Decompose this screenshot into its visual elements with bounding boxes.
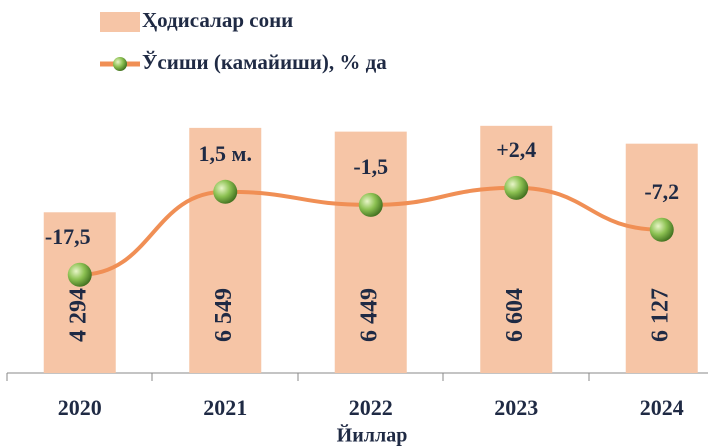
bar-value-label: 4 294 (65, 288, 91, 342)
line-marker (504, 176, 528, 200)
x-tick-label: 2024 (640, 395, 684, 420)
x-tick-label: 2023 (494, 395, 538, 420)
line-value-label: -1,5 (353, 154, 388, 179)
bar-value-label: 6 127 (647, 288, 673, 342)
line-value-label: -7,2 (644, 179, 679, 204)
legend-marker (113, 57, 127, 71)
x-axis-title: Йиллар (337, 424, 408, 447)
legend-swatch (100, 12, 140, 32)
x-tick-label: 2020 (58, 395, 102, 420)
line-value-label: 1,5 м. (199, 141, 253, 166)
bar-value-label: 6 549 (211, 288, 237, 342)
x-axis-ticks (7, 373, 589, 381)
line-value-label: +2,4 (496, 137, 536, 162)
bar-value-label: 6 449 (356, 288, 382, 342)
x-tick-label: 2022 (349, 395, 393, 420)
line-marker (213, 180, 237, 204)
legend-label: Ўсиши (камайиши), % да (142, 50, 387, 74)
line-marker (68, 263, 92, 287)
chart: Йиллар 2020 2021 2022 2023 2024 Ҳодисалар сон… (0, 0, 708, 448)
legend-label: Ҳодисалар сони (142, 8, 293, 32)
bar-value-label: 6 604 (502, 288, 528, 342)
x-tick-label: 2021 (203, 395, 247, 420)
line-value-label: -17,5 (45, 224, 91, 249)
line-marker (359, 193, 383, 217)
line-marker (650, 218, 674, 242)
